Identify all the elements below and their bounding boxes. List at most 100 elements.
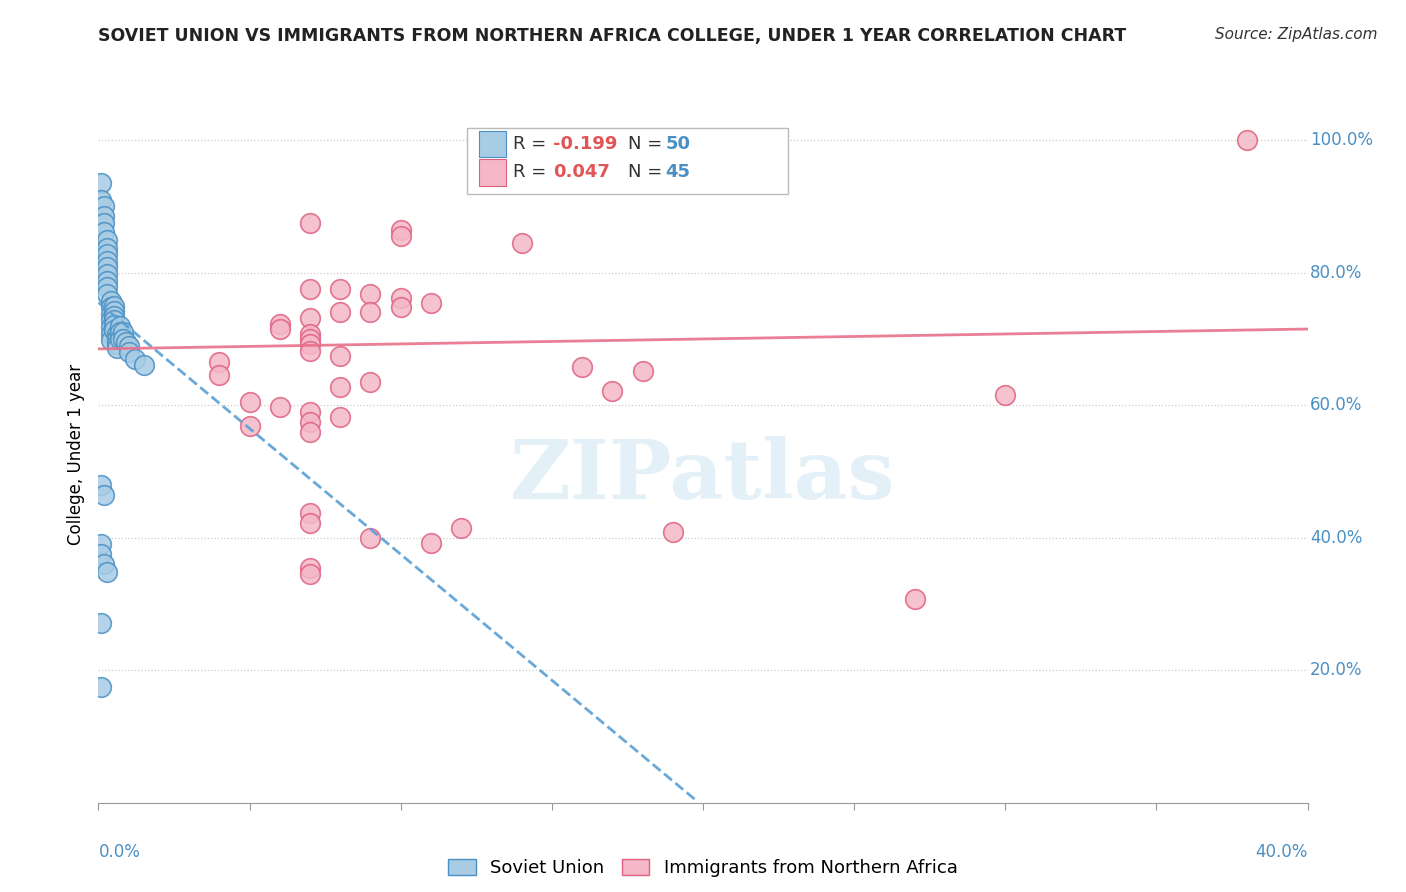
Point (329, 410, 352, 425)
FancyBboxPatch shape (479, 159, 506, 186)
Text: 20.0%: 20.0% (1310, 661, 1362, 680)
Point (96, 253, 118, 268)
Text: 80.0%: 80.0% (1310, 264, 1362, 282)
Point (389, 300, 412, 314)
Point (96, 286, 118, 301)
Point (1236, 133, 1258, 147)
Text: R =: R = (513, 163, 553, 181)
Point (100, 326, 122, 341)
Point (96, 247, 118, 261)
Point (360, 286, 382, 301)
Point (105, 336, 128, 351)
Point (571, 359, 593, 374)
Point (105, 332, 128, 346)
Point (93, 558, 115, 572)
Point (329, 349, 352, 363)
Point (208, 368, 231, 383)
Point (602, 384, 624, 398)
Point (118, 338, 141, 352)
Point (103, 313, 125, 327)
Point (389, 229, 412, 244)
Point (269, 400, 291, 414)
Point (269, 322, 291, 336)
Point (510, 235, 533, 250)
Text: -0.199: -0.199 (553, 135, 617, 153)
Legend: Soviet Union, Immigrants from Northern Africa: Soviet Union, Immigrants from Northern A… (441, 852, 965, 884)
Point (239, 419, 262, 434)
Point (90, 547, 112, 561)
Point (96, 280, 118, 294)
Point (299, 415, 322, 429)
Point (93, 225, 115, 239)
Y-axis label: College, Under 1 year: College, Under 1 year (67, 364, 86, 546)
Point (108, 326, 131, 340)
FancyBboxPatch shape (467, 128, 787, 194)
Point (389, 291, 412, 305)
Point (299, 560, 322, 574)
Text: R =: R = (513, 135, 553, 153)
Point (90, 615, 112, 630)
Text: 40.0%: 40.0% (1310, 529, 1362, 547)
Point (360, 375, 382, 389)
Point (299, 343, 322, 358)
Point (96, 233, 118, 247)
Point (239, 395, 262, 409)
Point (105, 341, 128, 355)
Point (450, 521, 472, 535)
Point (90, 680, 112, 694)
Text: 0.0%: 0.0% (98, 843, 141, 861)
Text: ZIPatlas: ZIPatlas (510, 436, 896, 516)
Point (299, 405, 322, 419)
Point (299, 425, 322, 439)
Point (389, 222, 412, 236)
Point (299, 337, 322, 351)
Point (299, 506, 322, 520)
Text: 50: 50 (665, 135, 690, 153)
Text: 60.0%: 60.0% (1310, 396, 1362, 414)
Point (299, 567, 322, 582)
Text: 0.047: 0.047 (553, 163, 610, 181)
Point (93, 199, 115, 213)
Point (96, 565, 118, 579)
Point (90, 193, 112, 207)
Point (299, 326, 322, 341)
Point (299, 282, 322, 296)
Point (100, 293, 122, 308)
Point (103, 299, 125, 313)
Point (419, 536, 441, 550)
Point (994, 388, 1017, 402)
FancyBboxPatch shape (479, 131, 506, 157)
Point (114, 335, 136, 350)
Point (103, 309, 125, 323)
Point (93, 488, 115, 502)
Point (360, 531, 382, 545)
Point (208, 355, 231, 369)
Point (329, 379, 352, 393)
Point (96, 274, 118, 288)
Point (108, 332, 131, 346)
Point (299, 310, 322, 325)
Point (96, 267, 118, 281)
Point (299, 516, 322, 531)
Point (360, 305, 382, 319)
Point (103, 304, 125, 318)
Text: 45: 45 (665, 163, 690, 181)
Point (661, 525, 683, 540)
Text: N =: N = (628, 163, 668, 181)
Point (93, 216, 115, 230)
Point (269, 318, 291, 332)
Text: N =: N = (628, 135, 668, 153)
Point (90, 537, 112, 551)
Point (90, 477, 112, 491)
Point (299, 332, 322, 346)
Point (100, 333, 122, 347)
Point (96, 240, 118, 254)
Point (108, 318, 131, 333)
Point (904, 591, 927, 606)
Point (103, 323, 125, 337)
Text: 100.0%: 100.0% (1310, 131, 1374, 149)
Point (90, 176, 112, 190)
Point (100, 307, 122, 321)
Point (419, 295, 441, 310)
Point (105, 327, 128, 342)
